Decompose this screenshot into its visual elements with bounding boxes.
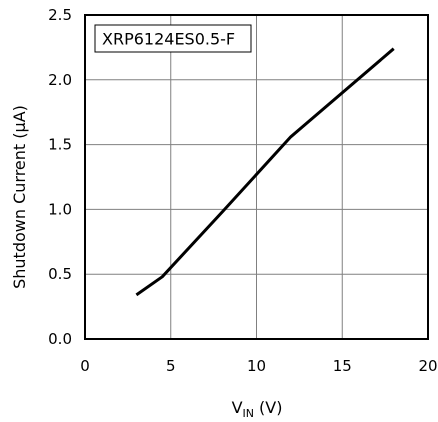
- series-line: [135, 47, 395, 297]
- grid-lines: [85, 15, 428, 339]
- x-axis-label: VIN (V): [232, 398, 283, 420]
- legend-box: XRP6124ES0.5-F: [94, 24, 252, 53]
- legend-label: XRP6124ES0.5-F: [102, 30, 235, 49]
- x-tick-label: 5: [166, 357, 176, 375]
- y-tick-label: 0.5: [48, 265, 72, 283]
- plot-frame: [84, 14, 429, 340]
- y-axis-label: Shutdown Current (µA): [10, 105, 29, 289]
- y-tick-label: 0.0: [48, 330, 72, 348]
- tick-labels: 0 5 10 15 20 0.0 0.5 1.0 1.5 2.0 2.5: [48, 6, 437, 375]
- y-tick-label: 2.5: [48, 6, 72, 24]
- legend-frame: [94, 24, 252, 53]
- x-tick-label: 20: [418, 357, 437, 375]
- y-tick-label: 1.5: [48, 136, 72, 154]
- x-tick-label: 0: [80, 357, 90, 375]
- y-tick-label: 2.0: [48, 71, 72, 89]
- series-layer: [135, 47, 395, 297]
- x-axis-label-main: V: [232, 398, 243, 417]
- x-tick-label: 10: [247, 357, 266, 375]
- y-tick-label: 1.0: [48, 200, 72, 218]
- x-axis-label-unit: (V): [259, 398, 282, 417]
- x-axis-label-subscript: IN: [243, 407, 254, 420]
- x-tick-label: 15: [333, 357, 352, 375]
